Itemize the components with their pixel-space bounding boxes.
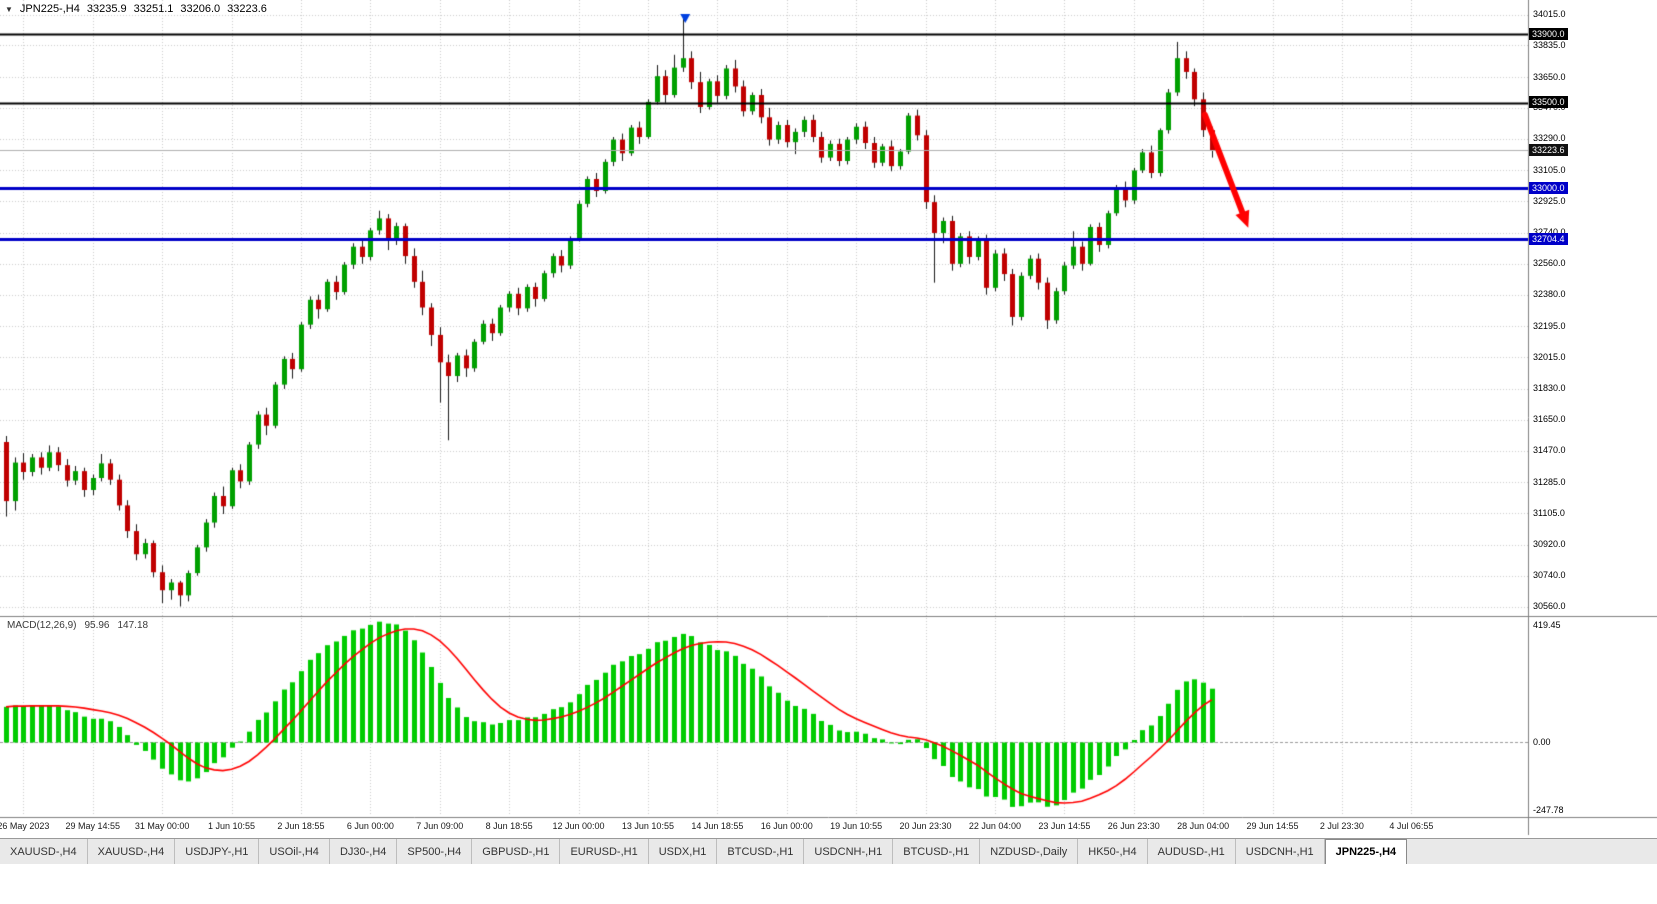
chart-tabs-bar: XAUUSD-,H4 XAUUSD-,H4 USDJPY-,H1 USOil-,H4 D…: [0, 838, 1657, 864]
macd-tick-label: -247.78: [1533, 805, 1564, 815]
price-tick-label: 31830.0: [1533, 383, 1566, 394]
price-tick-label: 30920.0: [1533, 539, 1566, 550]
ohlc-open-value: 33235.9: [86, 3, 127, 15]
price-tick-label: 31105.0: [1533, 507, 1565, 518]
time-tick-label: 6 Jun 00:00: [346, 821, 394, 831]
price-tick-label: 33835.0: [1533, 39, 1566, 50]
time-tick-label: 2 Jul 23:30: [1319, 821, 1364, 831]
symbol-dropdown-icon[interactable]: ▼: [5, 4, 13, 14]
macd-tick-label: 0.00: [1533, 736, 1551, 747]
macd-tick-label: 419.45: [1533, 620, 1561, 630]
price-tick-label: 33650.0: [1533, 71, 1566, 82]
time-tick-label: 20 Jun 23:30: [899, 821, 952, 831]
time-tick-label: 2 Jun 18:55: [277, 821, 325, 831]
symbol-timeframe-label: JPN225-,H4: [19, 3, 80, 15]
time-tick-label: 19 Jun 10:55: [830, 821, 883, 831]
price-tick-label: 30740.0: [1533, 570, 1566, 581]
price-tick-label: 32925.0: [1533, 195, 1566, 206]
time-tick-label: 7 Jun 09:00: [416, 821, 464, 831]
price-level-box: 32704.4: [1529, 232, 1568, 245]
time-tick-label: 22 Jun 04:00: [968, 821, 1021, 831]
time-tick-label: 12 Jun 00:00: [552, 821, 605, 831]
chart-tab-usdx-h1[interactable]: USDX,H1: [649, 839, 718, 864]
time-tick-label: 4 Jul 06:55: [1389, 821, 1434, 831]
price-level-box: 33500.0: [1529, 96, 1568, 109]
time-tick-label: 29 May 14:55: [65, 821, 121, 831]
chart-tab-hk50-h4[interactable]: HK50-,H4: [1078, 839, 1148, 864]
chart-tab-nzdusd-daily[interactable]: NZDUSD-,Daily: [980, 839, 1079, 864]
price-tick-label: 31470.0: [1533, 445, 1566, 456]
time-tick-label: 23 Jun 14:55: [1038, 821, 1091, 831]
macd-signal-value: 147.18: [117, 620, 149, 631]
time-tick-label: 31 May 00:00: [134, 821, 190, 831]
time-axis[interactable]: 26 May 2023 29 May 14:55 31 May 00:00 1 Jun…: [0, 818, 1657, 836]
chart-tab-eurusd-h1[interactable]: EURUSD-,H1: [560, 839, 649, 864]
chart-tab-gbpusd-h1[interactable]: GBPUSD-,H1: [472, 839, 561, 864]
price-axis[interactable]: 34015.033835.033650.033470.033290.033105…: [1528, 0, 1657, 836]
price-level-box: 33900.0: [1529, 27, 1568, 40]
price-tick-label: 34015.0: [1533, 9, 1566, 19]
price-tick-label: 32015.0: [1533, 351, 1566, 362]
price-tick-label: 30560.0: [1533, 601, 1566, 611]
chart-tab-xauusd-h4[interactable]: XAUUSD-,H4: [0, 839, 88, 864]
chart-tab-xauusd-h4[interactable]: XAUUSD-,H4: [88, 839, 176, 864]
price-tick-label: 32195.0: [1533, 320, 1566, 331]
price-tick-label: 31285.0: [1533, 476, 1566, 487]
time-tick-label: 26 Jun 23:30: [1107, 821, 1160, 831]
price-level-box: 33223.6: [1529, 143, 1568, 156]
price-level-box: 33000.0: [1529, 181, 1568, 194]
time-tick-label: 14 Jun 18:55: [691, 821, 744, 831]
chart-tab-usoil-h4[interactable]: USOil-,H4: [259, 839, 330, 864]
chart-tab-jpn225-h4[interactable]: JPN225-,H4: [1324, 839, 1408, 864]
chart-tab-audusd-h1[interactable]: AUDUSD-,H1: [1148, 839, 1236, 864]
macd-name: MACD(12,26,9): [7, 620, 77, 631]
price-tick-label: 32740.0: [1533, 227, 1566, 237]
macd-indicator-axis[interactable]: 419.45 0.00 -247.78: [0, 0, 1657, 836]
price-tick-label: 33105.0: [1533, 164, 1566, 175]
price-tick-label: 32560.0: [1533, 258, 1566, 269]
price-tick-label: 32380.0: [1533, 289, 1566, 300]
chart-tab-btcusd-h1[interactable]: BTCUSD-,H1: [717, 839, 805, 864]
chart-tab-usdcnh-h1[interactable]: USDCNH-,H1: [1236, 839, 1325, 864]
time-tick-label: 16 Jun 00:00: [760, 821, 813, 831]
chart-tab-usdcnh-h1[interactable]: USDCNH-,H1: [804, 839, 894, 864]
chart-tab-usdjpy-h1[interactable]: USDJPY-,H1: [175, 839, 260, 864]
price-tick-label: 31650.0: [1533, 414, 1566, 425]
price-tick-label: 33290.0: [1533, 133, 1566, 144]
chart-tab-btcusd-h1[interactable]: BTCUSD-,H1: [893, 839, 981, 864]
time-tick-label: 1 Jun 10:55: [208, 821, 256, 831]
ohlc-low-value: 33206.0: [180, 3, 221, 15]
chart-symbol-ohlc: ▼ JPN225-,H4 33235.9 33251.1 33206.0 332…: [5, 3, 267, 15]
time-tick-label: 26 May 2023: [0, 821, 50, 831]
time-tick-label: 29 Jun 14:55: [1246, 821, 1299, 831]
macd-main-value: 95.96: [84, 620, 110, 631]
macd-indicator-label: MACD(12,26,9) 95.96 147.18: [7, 620, 148, 631]
time-tick-label: 28 Jun 04:00: [1177, 821, 1230, 831]
chart-tab-sp500-h4[interactable]: SP500-,H4: [397, 839, 473, 864]
ohlc-close-value: 33223.6: [227, 3, 267, 15]
ohlc-high-value: 33251.1: [133, 3, 174, 15]
time-tick-label: 13 Jun 10:55: [621, 821, 674, 831]
chart-tab-dj30-h4[interactable]: DJ30-,H4: [330, 839, 398, 864]
time-tick-label: 8 Jun 18:55: [485, 821, 533, 831]
